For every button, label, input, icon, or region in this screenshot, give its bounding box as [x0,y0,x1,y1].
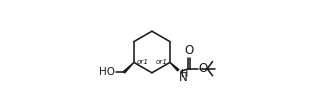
Text: N: N [179,71,188,84]
Polygon shape [170,62,179,71]
Polygon shape [123,62,134,73]
Text: H: H [181,69,188,79]
Text: HO: HO [99,67,115,77]
Text: or1: or1 [136,59,148,65]
Text: O: O [198,62,208,75]
Text: or1: or1 [156,59,168,65]
Text: O: O [185,44,194,57]
